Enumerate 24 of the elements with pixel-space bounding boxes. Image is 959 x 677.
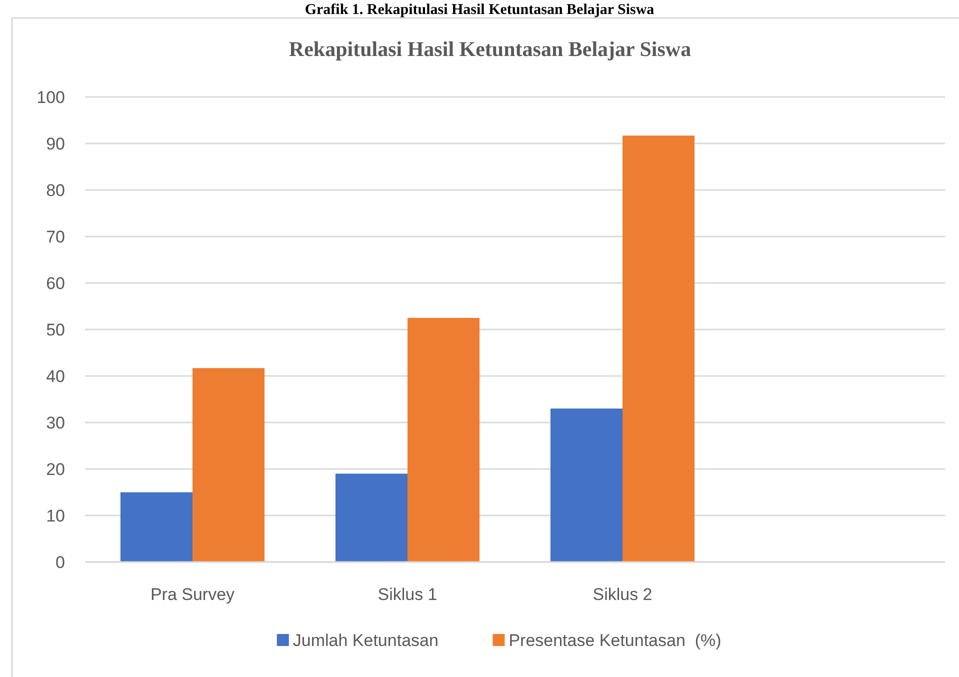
x-tick-label: Pra Survey <box>150 585 236 604</box>
text: Grafik 1. Rekapitulasi Hasil Ketuntasan Belajar Siswa <box>304 2 655 18</box>
bar <box>192 368 265 562</box>
bar <box>120 492 192 562</box>
x-tick-label: Siklus 2 <box>592 585 652 604</box>
bar <box>408 318 480 562</box>
y-tick-label: 60 <box>46 274 65 293</box>
y-tick-label: 50 <box>46 320 65 340</box>
bar <box>622 136 695 562</box>
bar <box>335 474 408 562</box>
legend-label: Jumlah Ketuntasan <box>292 631 438 650</box>
y-tick-label: 100 <box>36 88 65 107</box>
y-tick-label: 40 <box>46 366 65 386</box>
legend-label: Presentase Ketuntasan (%) <box>508 631 722 650</box>
y-tick-label: 20 <box>46 460 65 479</box>
y-tick-label: 70 <box>46 227 65 246</box>
bar <box>550 408 622 562</box>
y-tick-label: 80 <box>46 180 65 200</box>
y-tick-label: 10 <box>46 506 65 526</box>
y-tick-label: 30 <box>46 413 65 432</box>
y-tick-label: 90 <box>46 134 65 154</box>
chart-title: Rekapitulasi Hasil Ketuntasan Belajar Siswa <box>288 37 692 61</box>
x-tick-label: Siklus 1 <box>378 585 438 604</box>
y-tick-label: 0 <box>56 552 65 572</box>
